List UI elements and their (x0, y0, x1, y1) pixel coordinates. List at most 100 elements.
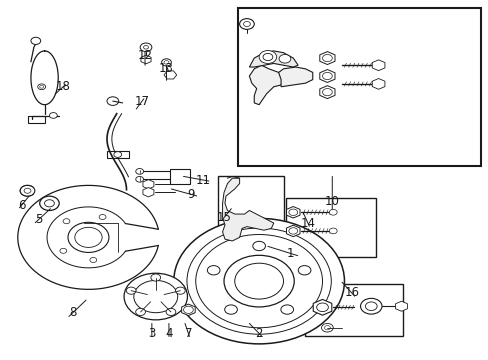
Polygon shape (395, 301, 407, 311)
Circle shape (322, 89, 331, 96)
Text: 18: 18 (56, 80, 70, 93)
Text: 14: 14 (300, 216, 315, 230)
Text: 11: 11 (195, 174, 210, 186)
Polygon shape (163, 71, 176, 79)
Bar (305, 284, 402, 336)
Polygon shape (313, 300, 331, 315)
Polygon shape (141, 55, 151, 64)
Circle shape (322, 72, 331, 80)
Polygon shape (278, 67, 312, 87)
Circle shape (63, 219, 70, 224)
Circle shape (263, 53, 272, 60)
Circle shape (44, 200, 54, 207)
Bar (170, 168, 189, 184)
Circle shape (316, 303, 328, 312)
Circle shape (322, 54, 331, 62)
Polygon shape (182, 304, 195, 316)
Circle shape (140, 43, 152, 51)
Circle shape (321, 323, 332, 332)
Text: 13: 13 (159, 62, 174, 75)
Circle shape (114, 152, 122, 157)
Polygon shape (319, 69, 334, 82)
Circle shape (288, 228, 297, 234)
Circle shape (224, 255, 294, 307)
Text: 7: 7 (184, 327, 192, 340)
Text: 5: 5 (35, 213, 42, 226)
Circle shape (259, 50, 276, 63)
Circle shape (38, 84, 45, 90)
Polygon shape (319, 51, 334, 64)
Circle shape (136, 176, 143, 182)
Circle shape (107, 97, 119, 105)
Circle shape (99, 215, 106, 220)
Text: 12: 12 (137, 49, 152, 62)
Circle shape (135, 308, 145, 315)
Polygon shape (249, 65, 283, 105)
Circle shape (186, 228, 330, 334)
Circle shape (175, 287, 185, 294)
Circle shape (234, 263, 283, 299)
Polygon shape (319, 86, 334, 99)
Circle shape (24, 188, 31, 193)
Circle shape (40, 196, 59, 211)
Circle shape (224, 305, 237, 314)
Circle shape (90, 257, 97, 262)
Text: 2: 2 (255, 327, 263, 340)
Circle shape (31, 37, 41, 44)
Circle shape (75, 227, 102, 247)
FancyBboxPatch shape (107, 150, 129, 158)
Circle shape (288, 209, 297, 216)
Circle shape (298, 266, 310, 275)
Circle shape (68, 222, 109, 252)
Bar (285, 198, 375, 257)
Circle shape (329, 210, 336, 215)
Text: 6: 6 (18, 199, 25, 212)
Polygon shape (371, 78, 384, 89)
Circle shape (195, 234, 322, 328)
Circle shape (161, 59, 171, 66)
Circle shape (360, 298, 381, 314)
Text: 16: 16 (344, 287, 359, 300)
FancyBboxPatch shape (27, 116, 44, 123)
Polygon shape (142, 188, 154, 197)
Text: 1: 1 (286, 247, 294, 260)
Circle shape (183, 306, 193, 314)
Bar (237, 8, 481, 166)
Circle shape (329, 228, 336, 234)
Circle shape (151, 274, 160, 281)
Circle shape (173, 219, 344, 344)
Circle shape (49, 113, 57, 118)
Circle shape (60, 248, 66, 253)
Polygon shape (286, 225, 300, 237)
Text: 17: 17 (134, 95, 149, 108)
Polygon shape (371, 60, 384, 71)
Circle shape (134, 280, 177, 313)
Bar (217, 176, 283, 253)
Text: 10: 10 (324, 195, 339, 208)
Circle shape (166, 308, 176, 315)
Text: 9: 9 (187, 188, 194, 201)
Circle shape (20, 185, 35, 196)
Circle shape (243, 22, 250, 27)
Circle shape (252, 241, 265, 251)
Polygon shape (249, 51, 298, 67)
Circle shape (324, 325, 330, 330)
Text: 4: 4 (165, 327, 172, 340)
Circle shape (239, 19, 254, 30)
Text: 3: 3 (148, 327, 155, 340)
Circle shape (279, 54, 290, 63)
Circle shape (365, 302, 376, 311)
Circle shape (280, 305, 293, 314)
Text: 15: 15 (216, 211, 231, 224)
Circle shape (136, 168, 143, 174)
Circle shape (163, 60, 168, 64)
Circle shape (124, 273, 187, 320)
Polygon shape (142, 180, 154, 189)
Circle shape (207, 266, 220, 275)
Circle shape (143, 45, 148, 49)
Circle shape (126, 287, 136, 294)
Circle shape (40, 85, 43, 88)
Text: 8: 8 (69, 306, 77, 319)
Polygon shape (222, 178, 273, 241)
Polygon shape (286, 207, 300, 218)
